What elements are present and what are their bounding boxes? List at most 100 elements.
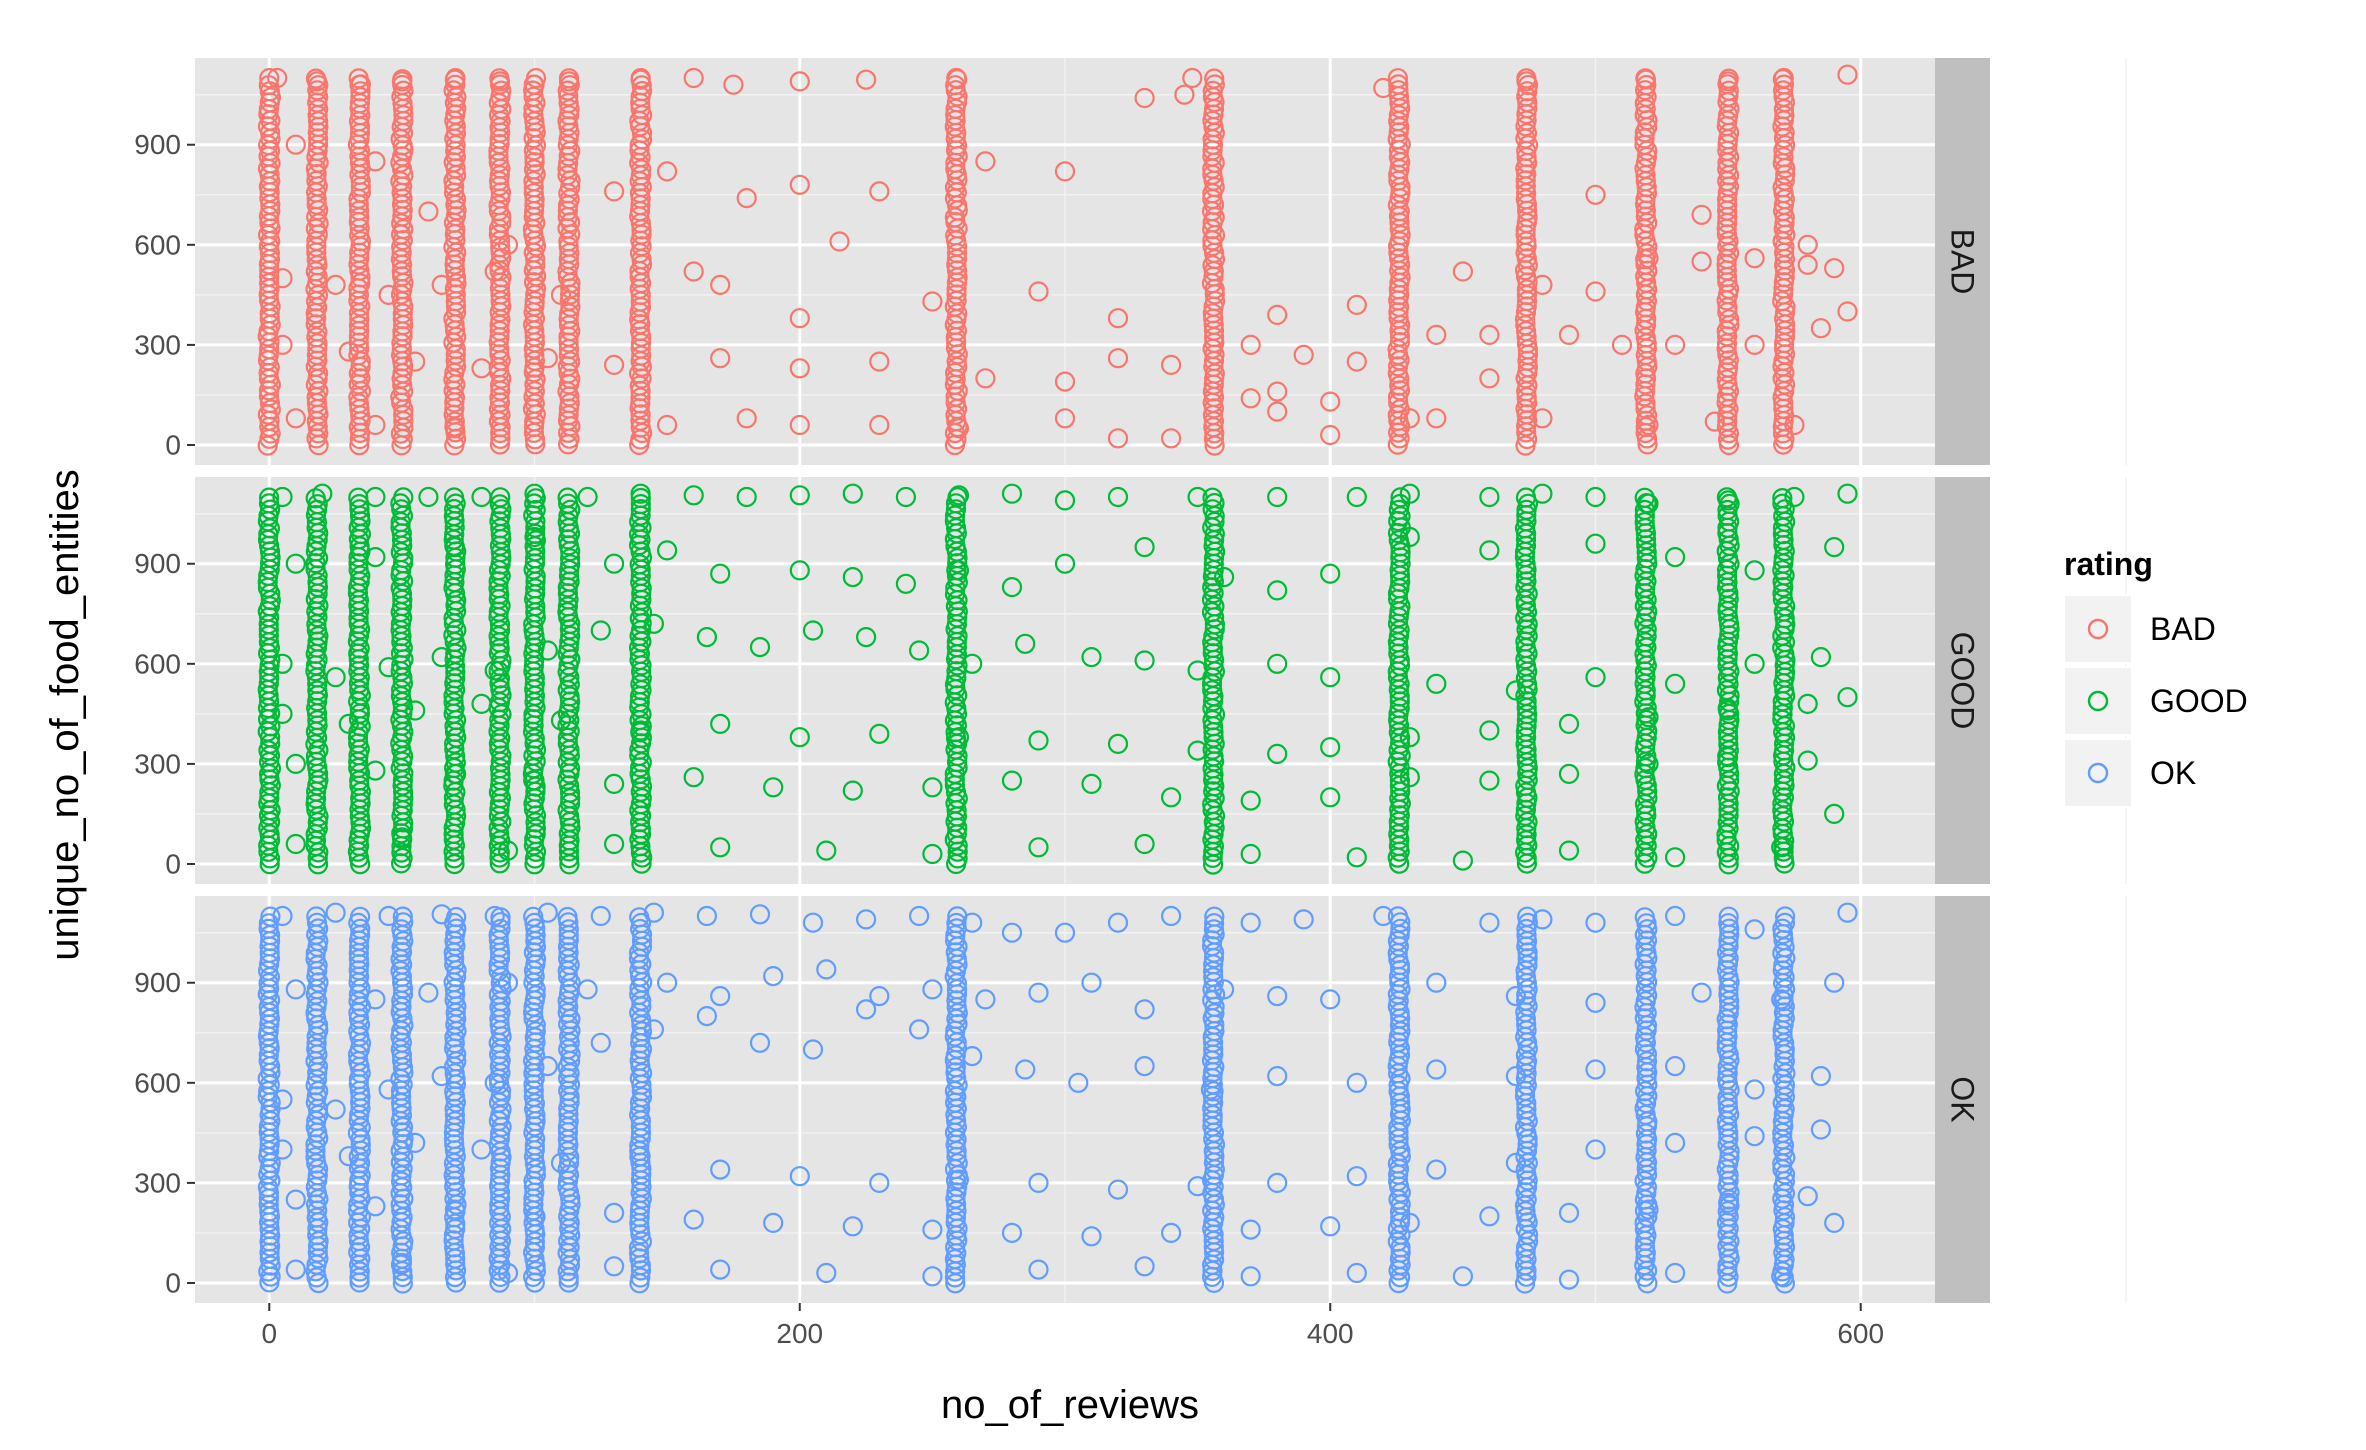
data-point xyxy=(1479,720,1500,741)
data-point xyxy=(484,905,505,927)
data-point xyxy=(1081,773,1102,795)
data-point xyxy=(1081,972,1102,993)
data-point xyxy=(1107,912,1129,933)
data-point xyxy=(656,972,678,993)
data-point xyxy=(1160,428,1182,449)
data-point xyxy=(365,1196,386,1217)
legend-label: OK xyxy=(2150,755,2196,791)
legend-key-symbol xyxy=(2087,762,2109,784)
data-point xyxy=(710,1159,731,1180)
legend-label: BAD xyxy=(2150,611,2216,647)
data-point xyxy=(1160,905,1182,927)
legend-item-ok: OK xyxy=(2063,738,2196,808)
data-point xyxy=(922,1266,943,1287)
data-point xyxy=(1810,1065,1832,1087)
data-point xyxy=(683,261,704,282)
data-point xyxy=(1810,1119,1832,1140)
data-point xyxy=(1744,653,1765,674)
data-point xyxy=(975,151,996,172)
data-point xyxy=(1346,1262,1367,1284)
x-axis: 0 200 400 600 xyxy=(261,1303,1884,1349)
data-point xyxy=(272,653,293,674)
data-point xyxy=(325,1099,346,1120)
data-point xyxy=(1784,414,1805,436)
data-point xyxy=(1054,553,1076,574)
data-point xyxy=(1772,488,1793,509)
data-point xyxy=(431,646,452,668)
data-point xyxy=(1187,660,1208,681)
data-point xyxy=(365,989,386,1010)
data-point xyxy=(272,334,293,355)
data-point xyxy=(1134,1055,1155,1077)
data-point xyxy=(1240,912,1261,933)
data-point xyxy=(696,1005,718,1027)
data-point xyxy=(497,840,519,861)
data-point xyxy=(1346,847,1367,868)
legend-key xyxy=(2063,738,2133,808)
data-point xyxy=(869,985,890,1007)
data-point xyxy=(1744,560,1765,581)
data-point xyxy=(908,1019,930,1040)
data-point xyxy=(710,348,731,369)
data-point xyxy=(525,812,546,833)
data-point xyxy=(1160,1222,1182,1244)
data-point xyxy=(1054,371,1076,392)
data-point xyxy=(1204,74,1225,95)
data-point xyxy=(1797,693,1818,715)
data-point xyxy=(1426,324,1447,345)
data-point xyxy=(1505,1152,1527,1174)
data-point xyxy=(590,1032,611,1053)
data-point xyxy=(1638,1199,1659,1220)
data-point xyxy=(325,274,346,295)
data-point xyxy=(1824,258,1845,279)
data-point xyxy=(471,486,492,508)
data-point xyxy=(962,912,983,933)
data-point xyxy=(683,67,704,89)
data-point xyxy=(1240,843,1261,865)
data-point xyxy=(1585,486,1606,508)
data-point xyxy=(1691,982,1712,1003)
data-point xyxy=(491,548,512,569)
data-point xyxy=(1187,1176,1208,1197)
data-point xyxy=(285,553,306,574)
data-point xyxy=(1634,511,1655,533)
data-point xyxy=(258,493,280,514)
data-point xyxy=(1585,912,1606,933)
data-point xyxy=(946,67,967,89)
data-point xyxy=(1718,913,1739,934)
data-point xyxy=(471,1139,492,1160)
data-point xyxy=(557,493,579,514)
data-point xyxy=(855,909,877,930)
data-point xyxy=(444,487,465,508)
data-point xyxy=(1824,536,1845,558)
data-point xyxy=(558,919,579,940)
data-point xyxy=(258,345,279,366)
data-point xyxy=(895,573,917,594)
data-point xyxy=(855,999,877,1020)
data-point xyxy=(1001,483,1023,504)
data-point xyxy=(869,351,890,372)
data-point xyxy=(557,906,578,928)
data-point xyxy=(405,700,426,721)
y-tick-label: 300 xyxy=(134,1167,181,1198)
data-point xyxy=(1028,730,1049,751)
data-point xyxy=(962,1045,983,1067)
data-point xyxy=(1558,1269,1580,1290)
data-point xyxy=(922,777,943,798)
data-point xyxy=(1015,1059,1036,1080)
data-point xyxy=(558,71,580,92)
data-point xyxy=(285,1189,306,1210)
x-tick-label: 0 xyxy=(261,1318,277,1349)
data-point xyxy=(1797,234,1818,255)
data-point xyxy=(1837,64,1858,85)
data-point xyxy=(391,71,412,92)
data-point xyxy=(260,1255,281,1276)
data-point xyxy=(1399,1212,1420,1234)
data-point xyxy=(736,486,757,508)
legend-key-symbol xyxy=(2087,618,2109,640)
data-point xyxy=(816,1262,837,1284)
data-point xyxy=(1664,847,1686,868)
data-point xyxy=(1558,763,1580,785)
y-tick-label: 600 xyxy=(134,229,181,260)
data-point xyxy=(1267,304,1288,325)
